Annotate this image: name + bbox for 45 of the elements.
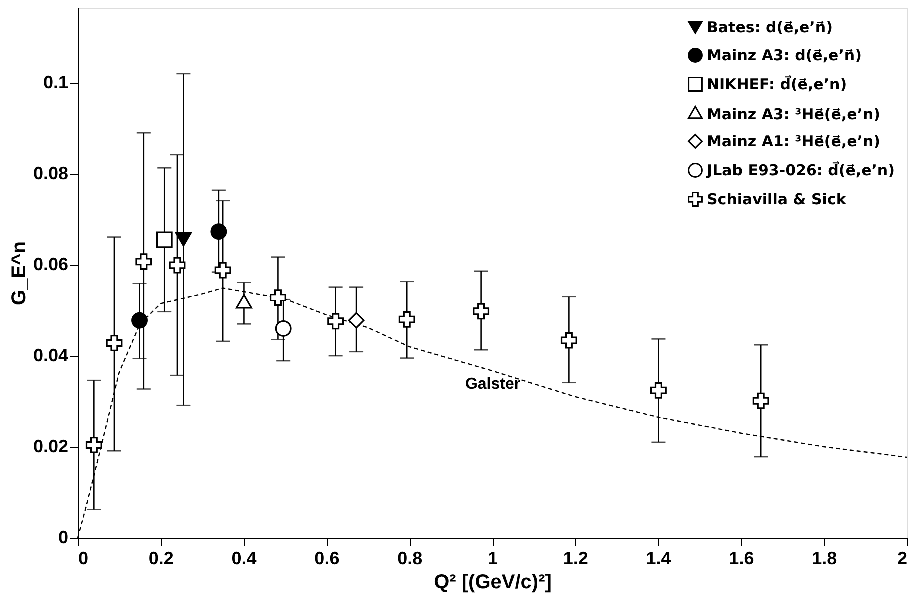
point — [398, 311, 416, 328]
point — [136, 254, 152, 270]
x-tick-label: 0.4 — [232, 548, 257, 568]
point — [473, 303, 490, 320]
point — [328, 313, 344, 330]
legend-label: JLab E93-026: d⃗(e⃗,e’n) — [706, 160, 895, 180]
x-tick-label: 1.2 — [563, 548, 588, 568]
point — [156, 232, 173, 248]
x-axis-title: Q² [(GeV/c)²] — [434, 572, 552, 594]
legend-label: Schiavilla & Sick — [707, 190, 848, 208]
x-tick-label: 0.2 — [148, 548, 174, 568]
point — [650, 382, 667, 399]
legend-label: Mainz A3: ³He⃗(e⃗,e’n) — [707, 106, 881, 124]
point — [86, 436, 102, 454]
point — [752, 392, 770, 410]
point — [210, 224, 228, 240]
y-tick-label: 0.04 — [33, 346, 68, 366]
y-tick-label: 0.08 — [33, 164, 68, 184]
x-tick-label: 0.8 — [398, 548, 423, 568]
x-tick-label: 2 — [897, 548, 908, 568]
y-axis-title: G_E^n — [8, 242, 30, 306]
y-tick-label: 0.1 — [43, 72, 68, 93]
legend-label: Bates: d(e⃗,e’n⃗) — [707, 18, 833, 36]
legend-label: NIKHEF: d⃗(e⃗,e’n) — [707, 74, 848, 94]
x-tick-label: 0 — [78, 548, 89, 568]
x-tick-label: 0.6 — [314, 548, 340, 568]
point — [175, 232, 192, 247]
x-tick-label: 1.6 — [729, 548, 754, 568]
point — [275, 320, 292, 337]
point — [106, 335, 123, 352]
point — [348, 312, 365, 329]
annotation: Galster — [465, 376, 521, 393]
legend-label: Mainz A3: d(e⃗,e’n⃗) — [707, 46, 862, 64]
point — [169, 257, 186, 274]
y-tick-label: 0.02 — [33, 436, 68, 457]
x-tick-label: 1 — [488, 548, 498, 568]
legend-label: Mainz A1: ³He⃗(e⃗,e’n) — [707, 132, 881, 150]
point — [132, 312, 148, 329]
point — [214, 262, 232, 279]
point — [560, 332, 578, 349]
point — [270, 290, 286, 306]
x-tick-label: 1.8 — [812, 548, 838, 568]
y-tick-label: 0 — [58, 528, 68, 548]
y-tick-label: 0.06 — [33, 254, 68, 275]
x-tick-label: 1.4 — [646, 548, 672, 568]
